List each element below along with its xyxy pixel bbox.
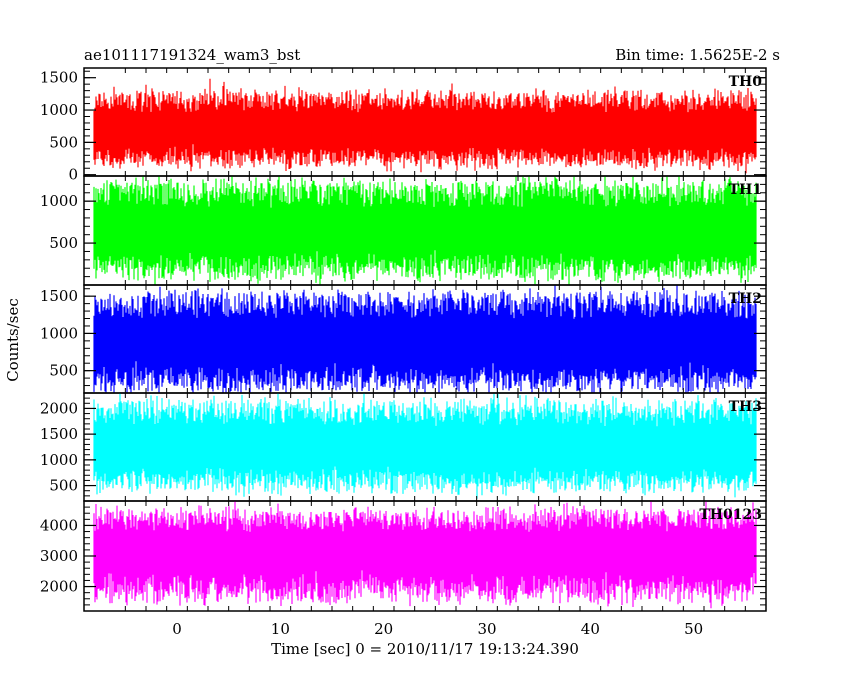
- series-th3-line: [93, 393, 757, 499]
- panel-th1: 500 1000 TH1: [40, 175, 767, 286]
- panel-label-th1: TH1: [729, 182, 762, 198]
- x-tick-label: 50: [684, 620, 703, 638]
- y-tick-label: 2000: [40, 578, 78, 596]
- y-tick-label: 500: [49, 133, 78, 151]
- y-tick-label: 2000: [40, 399, 78, 417]
- series-th2-line: [93, 285, 757, 393]
- panel-th3: 500 1000 1500 2000 TH3: [40, 392, 767, 502]
- chart-title-right: Bin time: 1.5625E-2 s: [615, 46, 780, 64]
- panel-th2: 500 1000 1500 TH2: [40, 284, 767, 394]
- y-tick-label: 1000: [40, 451, 78, 469]
- series-th0123-line: [93, 501, 757, 609]
- y-tick-label: 1000: [40, 101, 78, 119]
- panel-th0123: 2000 3000 4000 TH0123: [40, 500, 767, 612]
- panel-label-th0123: TH0123: [699, 507, 762, 523]
- y-axis-title: Counts/sec: [4, 298, 22, 382]
- panel-label-th2: TH2: [729, 291, 762, 307]
- panel-th0: 0 500 1000 1500 TH0: [40, 67, 767, 184]
- x-tick-label: 20: [374, 620, 393, 638]
- y-tick-label: 1500: [40, 69, 78, 87]
- x-tick-label: 30: [477, 620, 496, 638]
- y-tick-label: 4000: [40, 516, 78, 534]
- x-tick-label: 40: [581, 620, 600, 638]
- y-tick-label: 0: [68, 166, 78, 184]
- y-tick-label: 1000: [40, 324, 78, 342]
- x-axis: 0 10 20 30 40 50: [172, 620, 703, 638]
- x-tick-label: 10: [271, 620, 290, 638]
- y-tick-label: 3000: [40, 547, 78, 565]
- panel-label-th3: TH3: [729, 399, 762, 415]
- y-tick-label: 500: [49, 362, 78, 380]
- panel-label-th0: TH0: [729, 74, 763, 90]
- chart-title-left: ae101117191324_wam3_bst: [84, 46, 300, 64]
- series-th1-line: [93, 176, 757, 285]
- y-tick-label: 1500: [40, 287, 78, 305]
- y-tick-label: 500: [49, 234, 78, 252]
- y-tick-label: 1000: [40, 192, 78, 210]
- y-tick-label: 1500: [40, 425, 78, 443]
- x-tick-label: 0: [172, 620, 182, 638]
- y-tick-label: 500: [49, 477, 78, 495]
- series-th0-line: [93, 78, 757, 174]
- x-axis-title: Time [sec] 0 = 2010/11/17 19:13:24.390: [271, 640, 579, 658]
